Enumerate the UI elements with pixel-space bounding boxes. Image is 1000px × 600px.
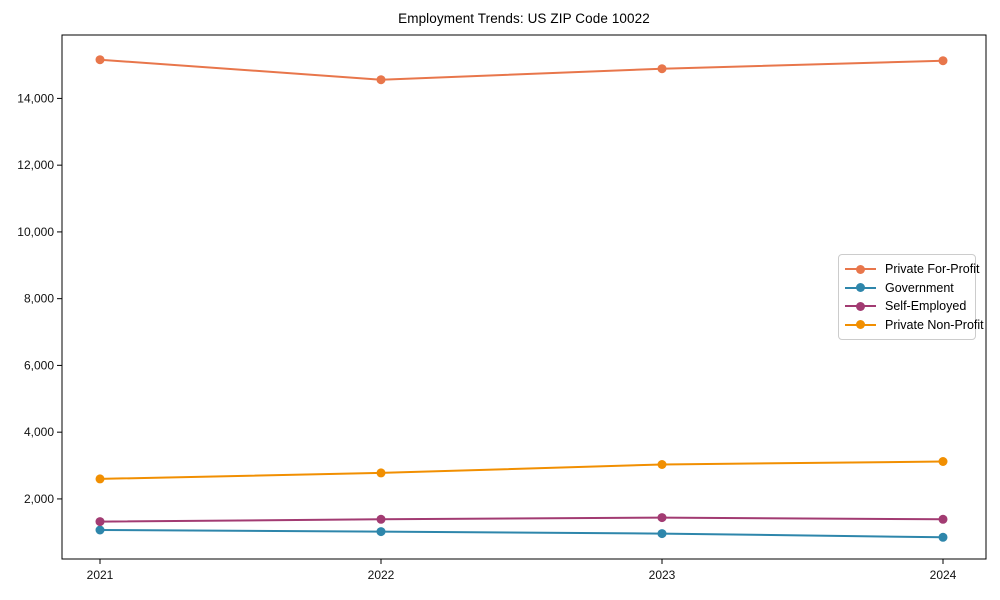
y-tick-label: 12,000 [17,158,54,172]
legend-label: Private For-Profit [885,262,980,277]
y-tick-label: 10,000 [17,225,54,239]
y-tick-label: 6,000 [24,358,54,372]
data-point-self-employed [657,513,667,523]
plot-border [61,34,987,560]
legend-item: Private For-Profit [845,260,979,279]
chart-legend: Private For-Profit Government Self-Employe… [838,254,984,340]
legend-item: Private Non-Profit [845,316,984,335]
data-point-private-non-profit [376,468,386,478]
x-tick-label: 2024 [930,568,957,582]
data-point-self-employed [95,517,105,527]
data-point-self-employed [938,514,948,524]
x-tick-label: 2021 [87,568,114,582]
data-point-government [938,532,948,542]
data-point-private-non-profit [95,474,105,484]
legend-item: Government [845,279,967,298]
series-line-government [99,529,944,539]
y-tick-label: 8,000 [24,292,54,306]
legend-marker-icon [845,264,876,274]
legend-marker-icon [845,283,876,293]
y-tick-label: 14,000 [17,91,54,105]
y-tick-label: 4,000 [24,425,54,439]
legend-label: Self-Employed [885,299,967,314]
legend-marker-icon [845,301,876,311]
data-point-government [376,527,386,537]
data-point-private-for-profit [95,55,105,65]
data-point-private-for-profit [376,75,386,85]
data-point-government [95,525,105,535]
chart-title: Employment Trends: US ZIP Code 10022 [398,11,650,26]
data-point-private-for-profit [938,56,948,66]
legend-label: Private Non-Profit [885,317,984,332]
data-point-government [657,529,667,539]
y-tick-label: 2,000 [24,492,54,506]
data-point-private-non-profit [938,457,948,466]
x-tick-label: 2022 [368,568,395,582]
series-line-private-for-profit [99,58,944,81]
legend-label: Government [885,280,954,295]
data-point-private-non-profit [657,460,667,469]
series-line-self-employed [99,516,944,523]
legend-item: Self-Employed [845,297,967,316]
x-tick-label: 2023 [649,568,676,582]
legend-marker-icon [845,320,876,330]
series-line-private-non-profit [99,460,944,480]
data-point-private-for-profit [657,64,667,74]
data-point-self-employed [376,514,386,524]
